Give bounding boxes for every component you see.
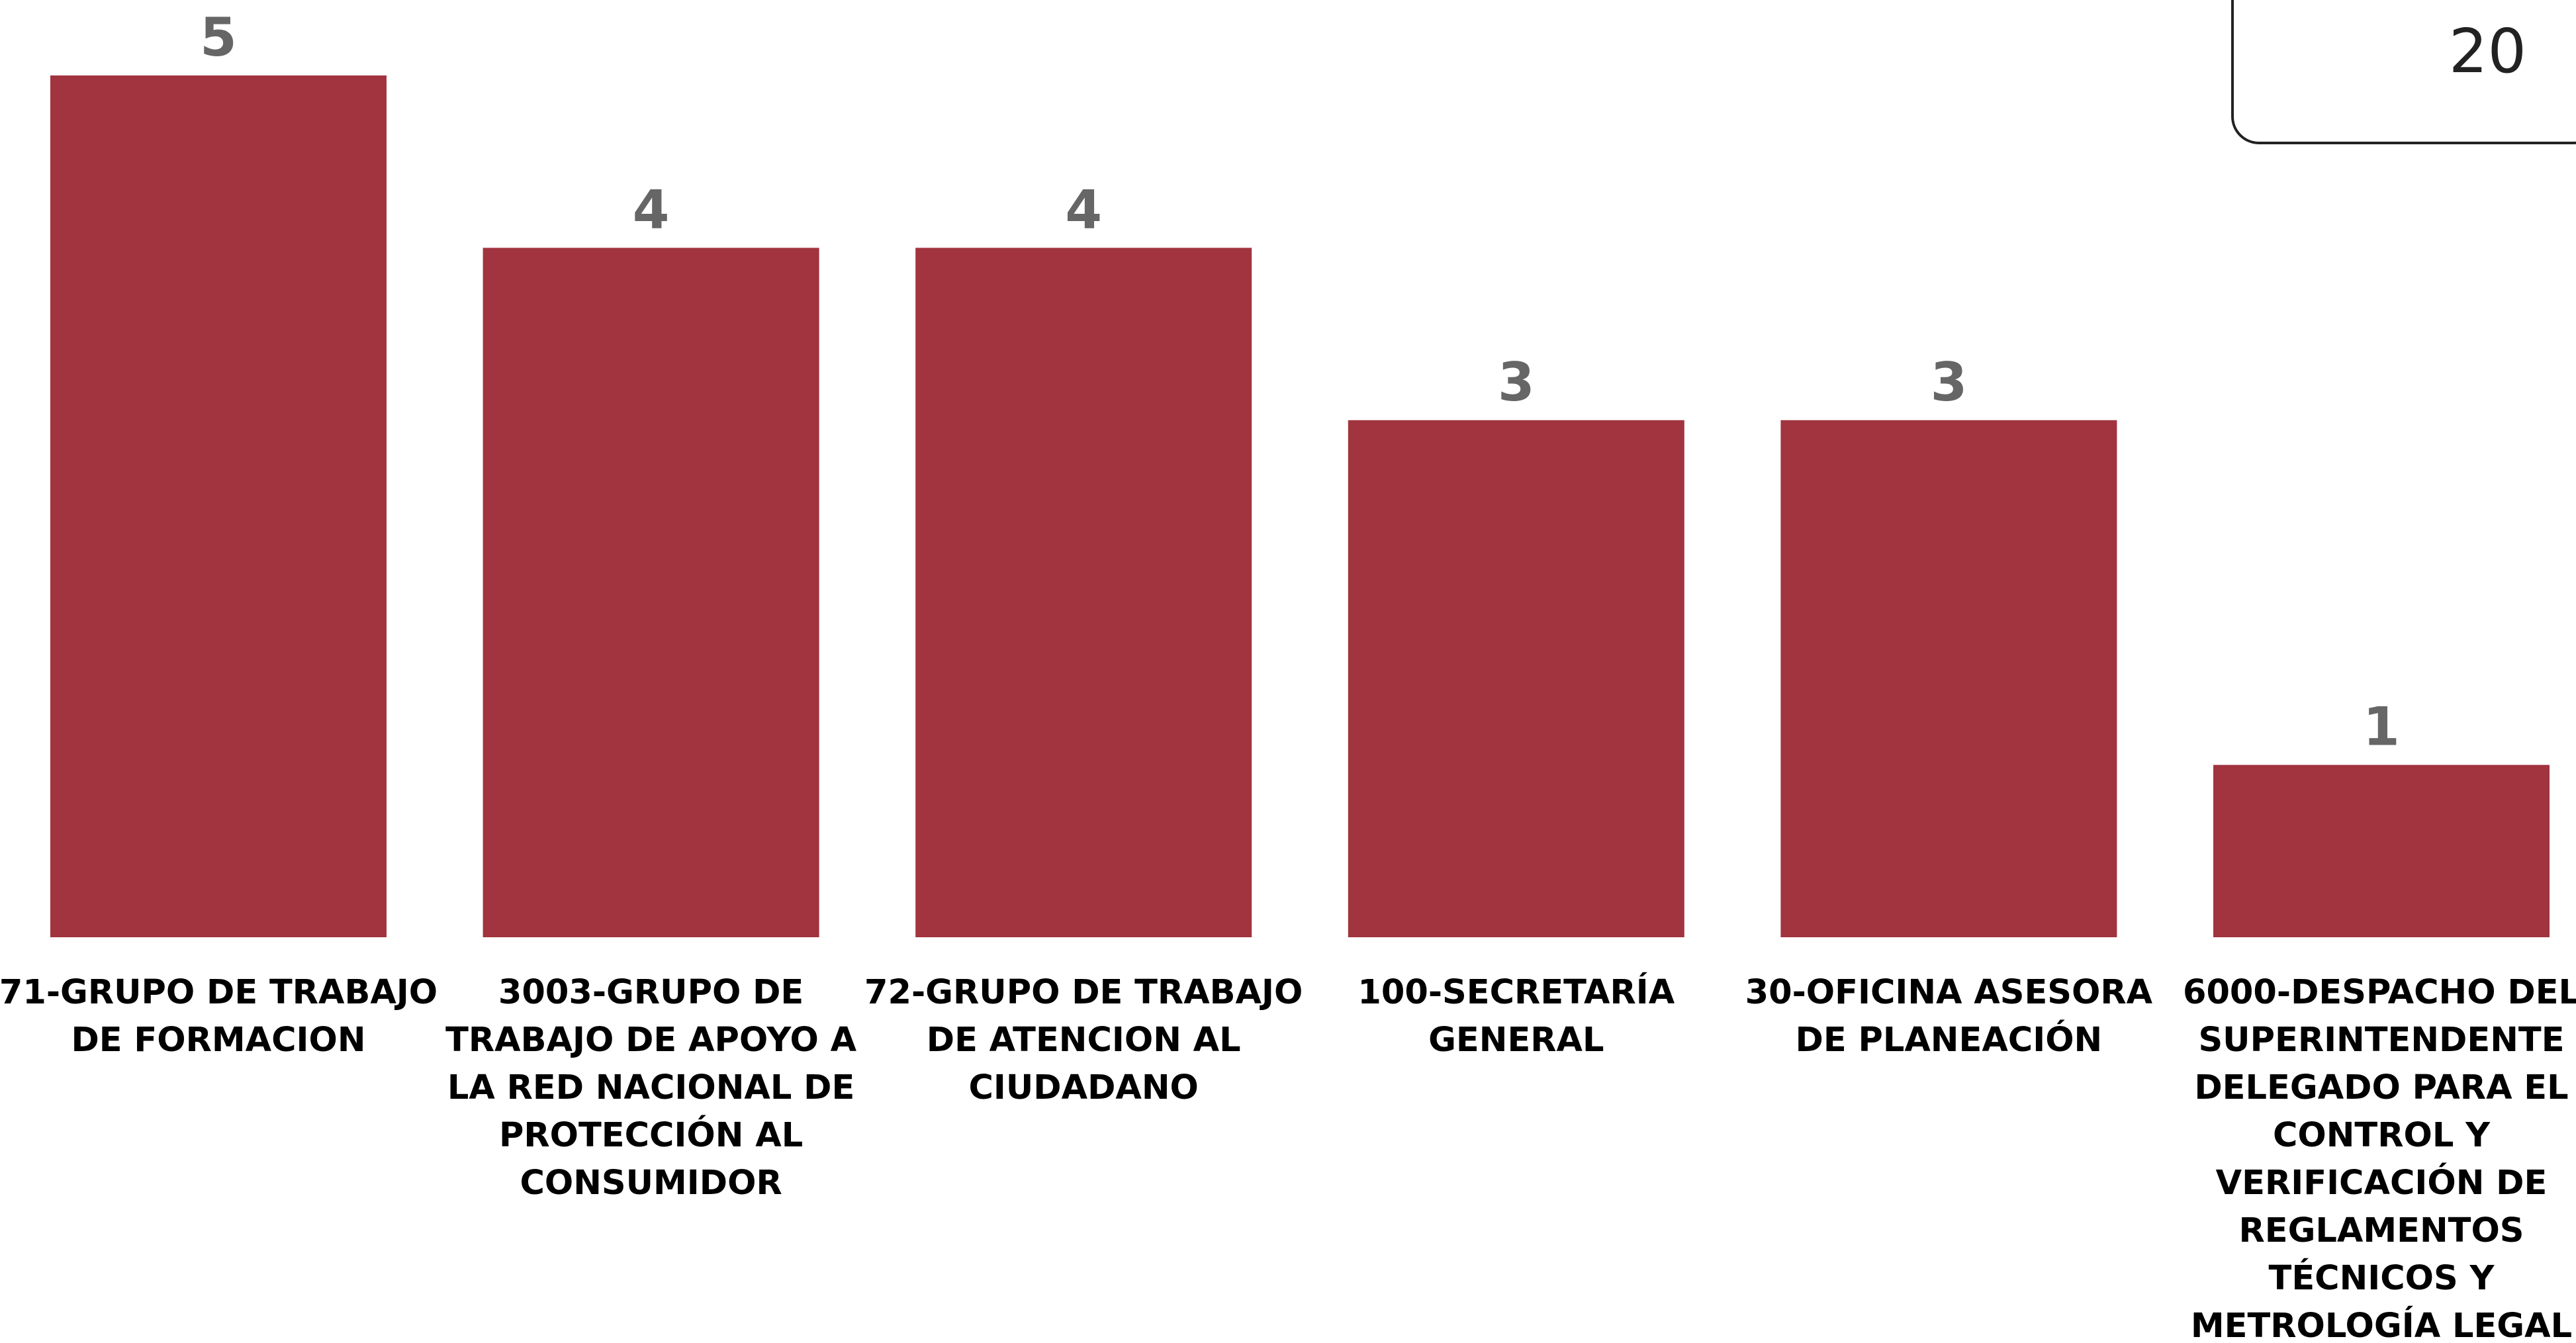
bar-value-label: 1 [2363,696,2400,758]
bar-value-label: 4 [633,179,670,240]
bar-4 [1348,420,1684,937]
bar-1 [50,75,387,937]
category-label: 3003-GRUPO DE TRABAJO DE APOYO A LA RED NA… [445,973,856,1203]
bar-5 [1780,420,2117,937]
bar-value-label: 5 [200,7,237,68]
total-count-value: 20 [2448,16,2526,87]
category-label: 100-SECRETARÍA GENERAL [1357,972,1675,1060]
bar-3 [915,248,1252,937]
bar-value-label: 3 [1498,351,1535,413]
bar-2 [483,248,819,937]
bar-value-label: 4 [1065,179,1102,240]
bar-6 [2213,764,2550,937]
category-label: 72-GRUPO DE TRABAJO DE ATENCION AL CIUDADA… [864,973,1303,1107]
category-label: 6000-DESPACHO DEL SUPERINTENDENTE DELEGADO… [2183,973,2576,1343]
bar-value-label: 3 [1931,351,1968,413]
total-count-card: 20 [2231,0,2576,144]
category-label: 30-OFICINA ASESORA DE PLANEACIÓN [1745,973,2153,1060]
category-label: 71-GRUPO DE TRABAJO DE FORMACION [0,973,437,1060]
